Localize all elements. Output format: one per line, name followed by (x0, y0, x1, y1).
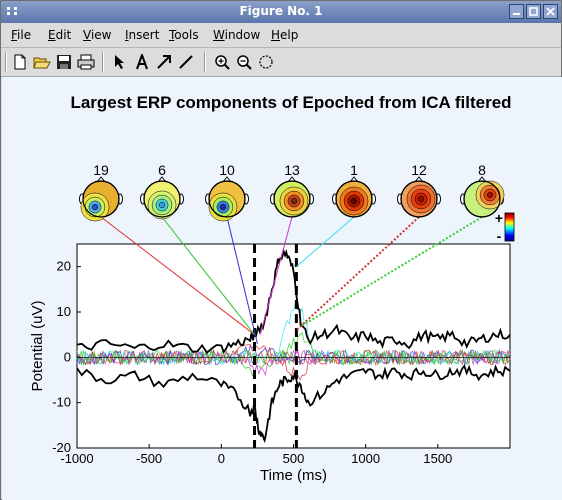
print-button[interactable] (76, 52, 96, 72)
maximize-button[interactable] (526, 4, 541, 19)
x-tick-label: 0 (218, 451, 225, 466)
component-label-12: 12 (411, 162, 427, 178)
scalp-contour (92, 204, 98, 210)
y-tick-label: 10 (57, 304, 71, 319)
x-tick-label: 1500 (423, 451, 452, 466)
scalp-contour (291, 198, 297, 204)
toolbar (1, 48, 561, 77)
menu-file[interactable]: File (11, 28, 31, 42)
scalp-contour (487, 192, 493, 198)
minimize-button[interactable] (509, 4, 524, 19)
menu-bar: File Edit View Insert Tools Window Help (1, 23, 561, 48)
zoom-in-icon (214, 54, 230, 70)
x-tick-label: 500 (283, 451, 305, 466)
insert-arrow-icon (156, 54, 172, 70)
zoom-out-button[interactable] (234, 52, 254, 72)
menu-edit-key: E (48, 28, 56, 42)
menu-help[interactable]: Help (271, 28, 298, 42)
open-folder-icon (33, 54, 51, 70)
select-arrow-icon (113, 54, 127, 70)
insert-text-button[interactable] (132, 52, 152, 72)
close-button[interactable] (543, 4, 558, 19)
print-icon (77, 54, 95, 70)
toolbar-separator-2 (204, 52, 205, 72)
y-tick-label: 0 (64, 349, 71, 364)
zoom-in-button[interactable] (212, 52, 232, 72)
menu-window-key: W (213, 28, 225, 42)
save-button[interactable] (54, 52, 74, 72)
component-label-6: 6 (158, 162, 166, 178)
zoom-out-icon (236, 54, 252, 70)
select-tool-button[interactable] (110, 52, 130, 72)
colorbar (505, 213, 514, 241)
component-label-10: 10 (219, 162, 235, 178)
menu-view-key: V (83, 28, 91, 42)
close-icon (544, 5, 557, 18)
menu-tools-rest: ools (174, 28, 198, 42)
component-label-1: 1 (350, 162, 358, 178)
scalp-contour (351, 198, 357, 204)
y-tick-label: -10 (52, 395, 71, 410)
menu-help-key: H (271, 28, 280, 42)
scalp-contour (418, 196, 424, 202)
toolbar-grip (5, 52, 6, 72)
maximize-icon (527, 5, 540, 18)
menu-edit-rest: dit (56, 28, 72, 42)
insert-line-icon (178, 54, 194, 70)
component-label-19: 19 (93, 162, 109, 178)
x-tick-label: 1000 (351, 451, 380, 466)
scalp-contour (159, 202, 165, 208)
menu-insert[interactable]: Insert (125, 28, 159, 42)
rotate-3d-button[interactable] (256, 52, 276, 72)
new-figure-icon (12, 54, 28, 70)
colorbar-plus-label: + (495, 210, 503, 226)
menu-insert-rest: nsert (129, 28, 160, 42)
open-file-button[interactable] (32, 52, 52, 72)
insert-text-icon (134, 54, 150, 70)
new-figure-button[interactable] (10, 52, 30, 72)
colorbar-minus-label: - (497, 228, 502, 244)
y-tick-label: 20 (57, 259, 71, 274)
insert-line-button[interactable] (176, 52, 196, 72)
x-tick-label: -500 (136, 451, 162, 466)
menu-tools[interactable]: Tools (169, 28, 199, 42)
menu-window[interactable]: Window (213, 28, 260, 42)
insert-arrow-button[interactable] (154, 52, 174, 72)
minimize-icon (510, 5, 523, 18)
toolbar-separator (102, 52, 103, 72)
rotate-3d-icon (258, 54, 274, 70)
title-bar[interactable]: Figure No. 1 (1, 1, 561, 23)
window-title: Figure No. 1 (1, 4, 561, 18)
menu-help-rest: elp (280, 28, 298, 42)
x-axis-label: Time (ms) (260, 467, 327, 484)
save-icon (56, 54, 72, 70)
component-label-13: 13 (284, 162, 300, 178)
y-tick-label: -20 (52, 440, 71, 455)
menu-file-rest: ile (17, 28, 31, 42)
menu-view[interactable]: View (83, 28, 111, 42)
scalp-contour (220, 204, 226, 210)
menu-view-rest: iew (91, 28, 112, 42)
menu-edit[interactable]: Edit (48, 28, 71, 42)
y-axis-label: Potential (uV) (29, 301, 46, 392)
menu-window-rest: indow (225, 28, 261, 42)
figure-canvas: Largest ERP components of Epoched from I… (2, 77, 562, 500)
component-label-8: 8 (478, 162, 486, 178)
